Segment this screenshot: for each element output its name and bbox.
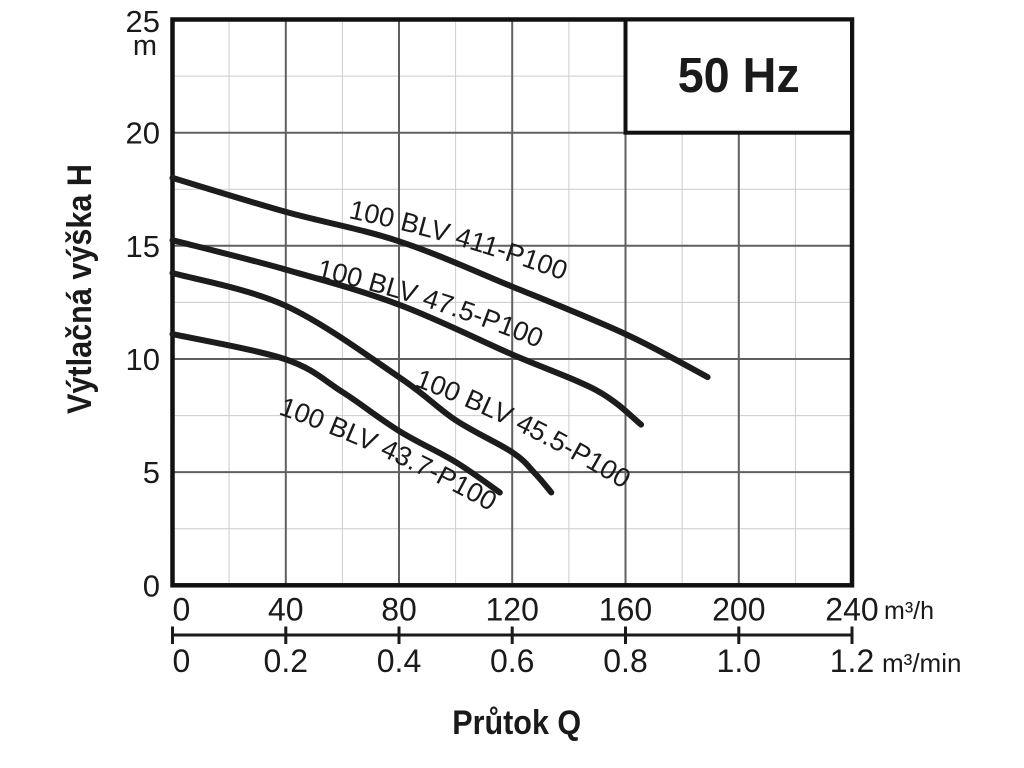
svg-text:Výtlačná výška H: Výtlačná výška H (61, 164, 99, 414)
svg-text:0: 0 (173, 643, 191, 679)
svg-text:80: 80 (381, 592, 417, 628)
svg-text:0.4: 0.4 (377, 643, 421, 679)
svg-text:5: 5 (143, 455, 160, 490)
svg-text:m: m (133, 30, 157, 62)
svg-text:20: 20 (126, 116, 160, 151)
svg-text:25: 25 (126, 4, 160, 39)
svg-text:0.2: 0.2 (264, 643, 308, 679)
svg-text:160: 160 (599, 592, 652, 628)
svg-text:240: 240 (825, 592, 878, 628)
svg-text:Průtok Q: Průtok Q (452, 704, 581, 742)
svg-text:1.0: 1.0 (717, 643, 761, 679)
svg-text:m³/min: m³/min (882, 648, 961, 678)
svg-text:0.8: 0.8 (603, 643, 647, 679)
svg-text:m³/h: m³/h (884, 597, 934, 625)
svg-text:0.6: 0.6 (490, 643, 534, 679)
svg-text:200: 200 (712, 592, 765, 628)
svg-text:50 Hz: 50 Hz (678, 49, 800, 103)
svg-text:10: 10 (126, 342, 160, 377)
svg-text:40: 40 (268, 592, 304, 628)
svg-text:120: 120 (486, 592, 539, 628)
svg-text:15: 15 (126, 229, 160, 264)
svg-text:0: 0 (143, 568, 160, 603)
svg-text:0: 0 (173, 592, 191, 628)
svg-text:1.2: 1.2 (830, 643, 874, 679)
